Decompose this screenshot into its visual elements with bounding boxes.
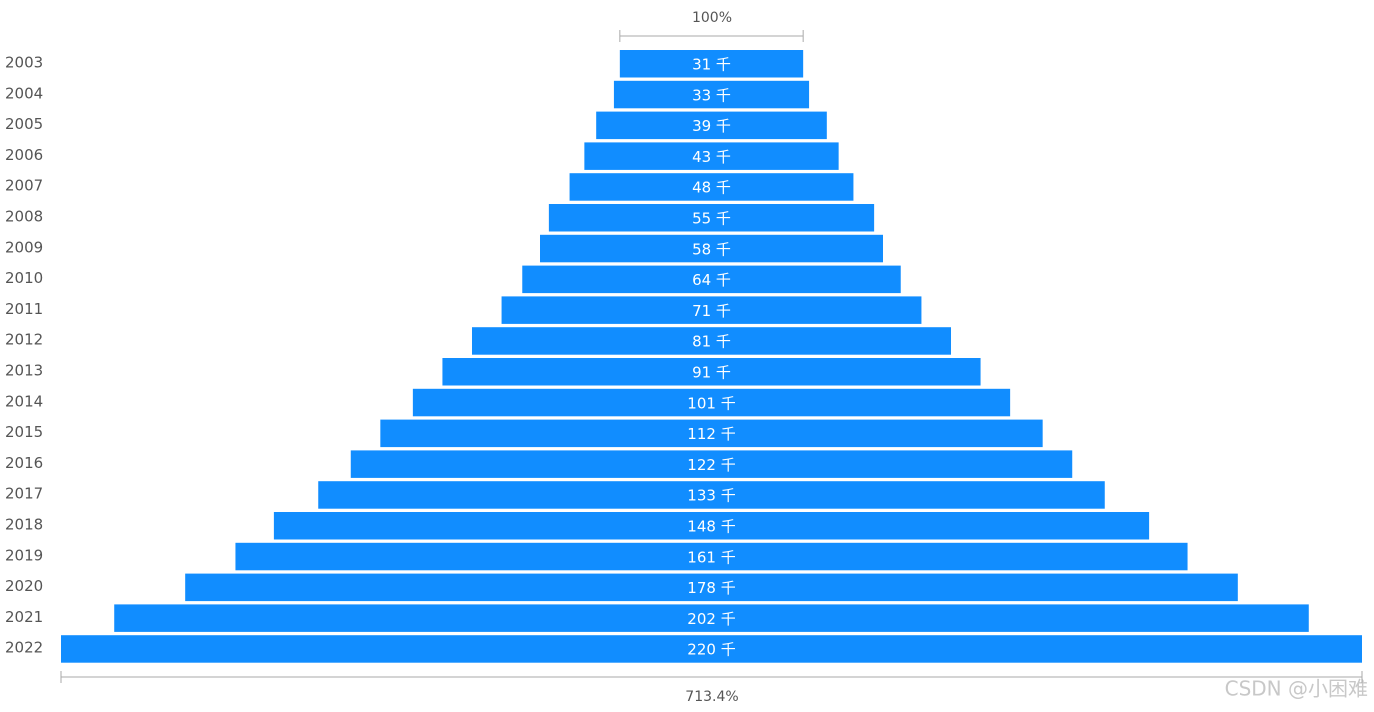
bar (442, 358, 981, 386)
bar (380, 419, 1043, 448)
value-label: 133 千 (687, 487, 735, 505)
bar (318, 481, 1105, 509)
category-label: 2004 (5, 84, 43, 102)
category-label: 2008 (5, 208, 43, 226)
bar (596, 111, 827, 140)
bar (522, 265, 901, 294)
category-label: 2016 (5, 454, 43, 472)
value-label: 64 千 (692, 271, 731, 289)
value-label: 31 千 (692, 56, 731, 74)
watermark: CSDN @小困难 (1225, 677, 1368, 701)
category-label: 2011 (5, 300, 43, 318)
category-label: 2010 (5, 269, 43, 287)
bar (350, 450, 1073, 478)
value-label: 81 千 (692, 333, 731, 351)
category-label: 2021 (5, 608, 43, 626)
bar (185, 573, 1238, 602)
bar (61, 635, 1362, 663)
category-label: 2012 (5, 331, 43, 349)
value-label: 112 千 (687, 425, 735, 443)
bar (273, 512, 1150, 540)
top-annotation: 100% (692, 10, 732, 26)
bar (613, 80, 810, 109)
value-label: 178 千 (687, 579, 735, 597)
category-label: 2022 (5, 639, 43, 657)
bar (412, 388, 1011, 417)
category-label: 2007 (5, 177, 43, 195)
value-label: 202 千 (687, 610, 735, 628)
category-label: 2019 (5, 546, 43, 564)
bar (548, 204, 875, 232)
category-label: 2020 (5, 577, 43, 595)
bar (235, 542, 1188, 571)
bar (471, 327, 952, 355)
value-label: 58 千 (692, 240, 731, 258)
bar (501, 296, 922, 324)
value-label: 39 千 (692, 117, 731, 135)
category-label: 2003 (5, 54, 43, 72)
category-label: 2005 (5, 115, 43, 133)
value-label: 161 千 (687, 548, 735, 566)
value-label: 55 千 (692, 210, 731, 228)
category-label: 2014 (5, 392, 43, 410)
value-label: 122 千 (687, 456, 735, 474)
category-label: 2015 (5, 423, 43, 441)
value-label: 220 千 (687, 641, 735, 659)
bar (584, 142, 839, 170)
category-label: 2009 (5, 238, 43, 256)
value-label: 148 千 (687, 518, 735, 536)
value-label: 91 千 (692, 364, 731, 382)
value-label: 43 千 (692, 148, 731, 166)
bottom-annotation: 713.4% (685, 689, 738, 705)
bar (619, 50, 804, 78)
category-label: 2017 (5, 485, 43, 503)
bar (569, 173, 854, 201)
category-label: 2006 (5, 146, 43, 164)
category-label: 2018 (5, 516, 43, 534)
value-label: 48 千 (692, 179, 731, 197)
value-label: 33 千 (692, 86, 731, 104)
bar (540, 234, 883, 263)
category-label: 2013 (5, 362, 43, 380)
value-label: 71 千 (692, 302, 731, 320)
value-label: 101 千 (687, 394, 735, 412)
bar (114, 604, 1309, 632)
